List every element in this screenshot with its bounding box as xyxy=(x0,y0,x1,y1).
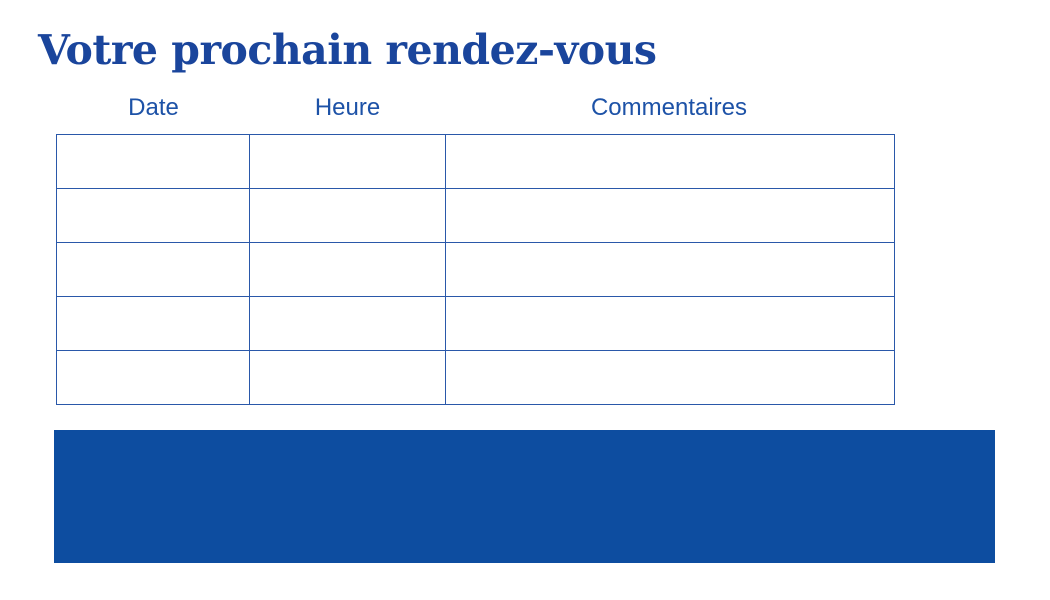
table-cell xyxy=(56,188,250,243)
table-cell xyxy=(56,350,250,405)
table-row xyxy=(56,350,895,405)
table-cell xyxy=(56,134,250,189)
table-header-row: Date Heure Commentaires xyxy=(57,94,893,123)
table-cell xyxy=(445,134,895,189)
appointments-table xyxy=(56,134,895,405)
table-row xyxy=(56,296,895,351)
table-cell xyxy=(56,296,250,351)
table-cell xyxy=(249,296,446,351)
column-header-date: Date xyxy=(128,94,179,121)
table-row xyxy=(56,242,895,297)
table-cell xyxy=(445,242,895,297)
table-cell xyxy=(249,134,446,189)
table-cell xyxy=(249,242,446,297)
table-row xyxy=(56,188,895,243)
table-cell xyxy=(249,188,446,243)
table-cell xyxy=(445,188,895,243)
table-row xyxy=(56,134,895,189)
column-header-commentaires: Commentaires xyxy=(590,94,748,121)
table-cell xyxy=(249,350,446,405)
page-title: Votre prochain rendez-vous xyxy=(38,26,657,74)
table-cell xyxy=(445,296,895,351)
blue-banner xyxy=(54,430,995,563)
table-cell xyxy=(445,350,895,405)
table-cell xyxy=(56,242,250,297)
column-header-heure: Heure xyxy=(314,94,381,121)
